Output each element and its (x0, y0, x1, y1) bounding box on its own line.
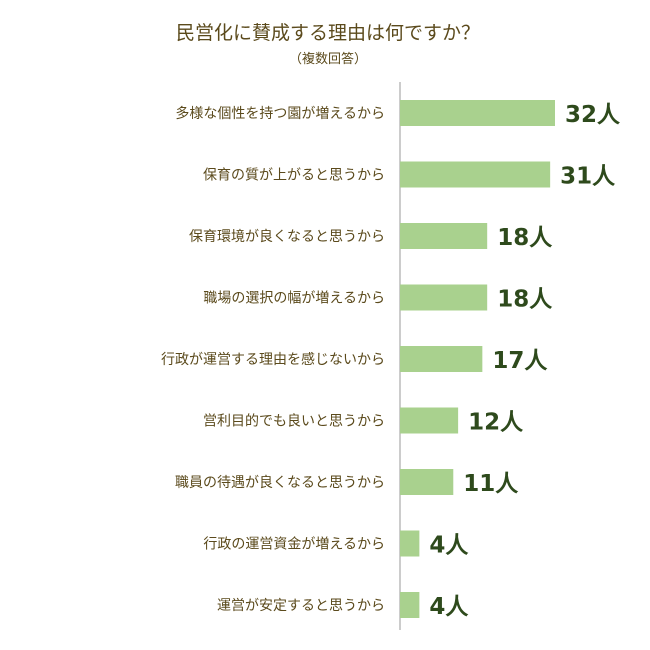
bar (400, 469, 454, 495)
value-label: 32人 (565, 102, 621, 128)
chart-title: 民営化に賛成する理由は何ですか？ (176, 22, 480, 44)
category-label: 保育の質が上がると思うから (203, 168, 385, 184)
category-label: 運営が安定すると思うから (217, 598, 385, 614)
bar (400, 284, 488, 311)
category-label: 行政の運営資金が増えるから (203, 537, 385, 553)
value-label: 11人 (463, 471, 519, 497)
bar (400, 407, 459, 434)
category-label: 職場の選択の幅が増えるから (203, 291, 385, 307)
bar (400, 530, 420, 557)
chart-subtitle: （複数回答） (289, 51, 367, 67)
value-label: 31人 (560, 164, 616, 190)
bar (400, 161, 551, 188)
value-label: 18人 (497, 225, 553, 251)
value-label: 4人 (429, 594, 469, 620)
bar (400, 346, 483, 372)
category-label: 保育環境が良くなると思うから (189, 229, 385, 245)
value-label: 4人 (429, 533, 469, 559)
value-label: 17人 (492, 348, 548, 374)
category-label: 営利目的でも良いと思うから (203, 414, 385, 430)
bar (400, 100, 555, 126)
bar (400, 223, 488, 249)
category-label: 多様な個性を持つ園が増えるから (175, 105, 385, 122)
category-label: 行政が運営する理由を感じないから (161, 351, 385, 368)
category-label: 職員の待遇が良くなると思うから (175, 475, 385, 491)
value-label: 12人 (468, 410, 524, 436)
bar (400, 592, 420, 618)
value-label: 18人 (497, 287, 553, 313)
